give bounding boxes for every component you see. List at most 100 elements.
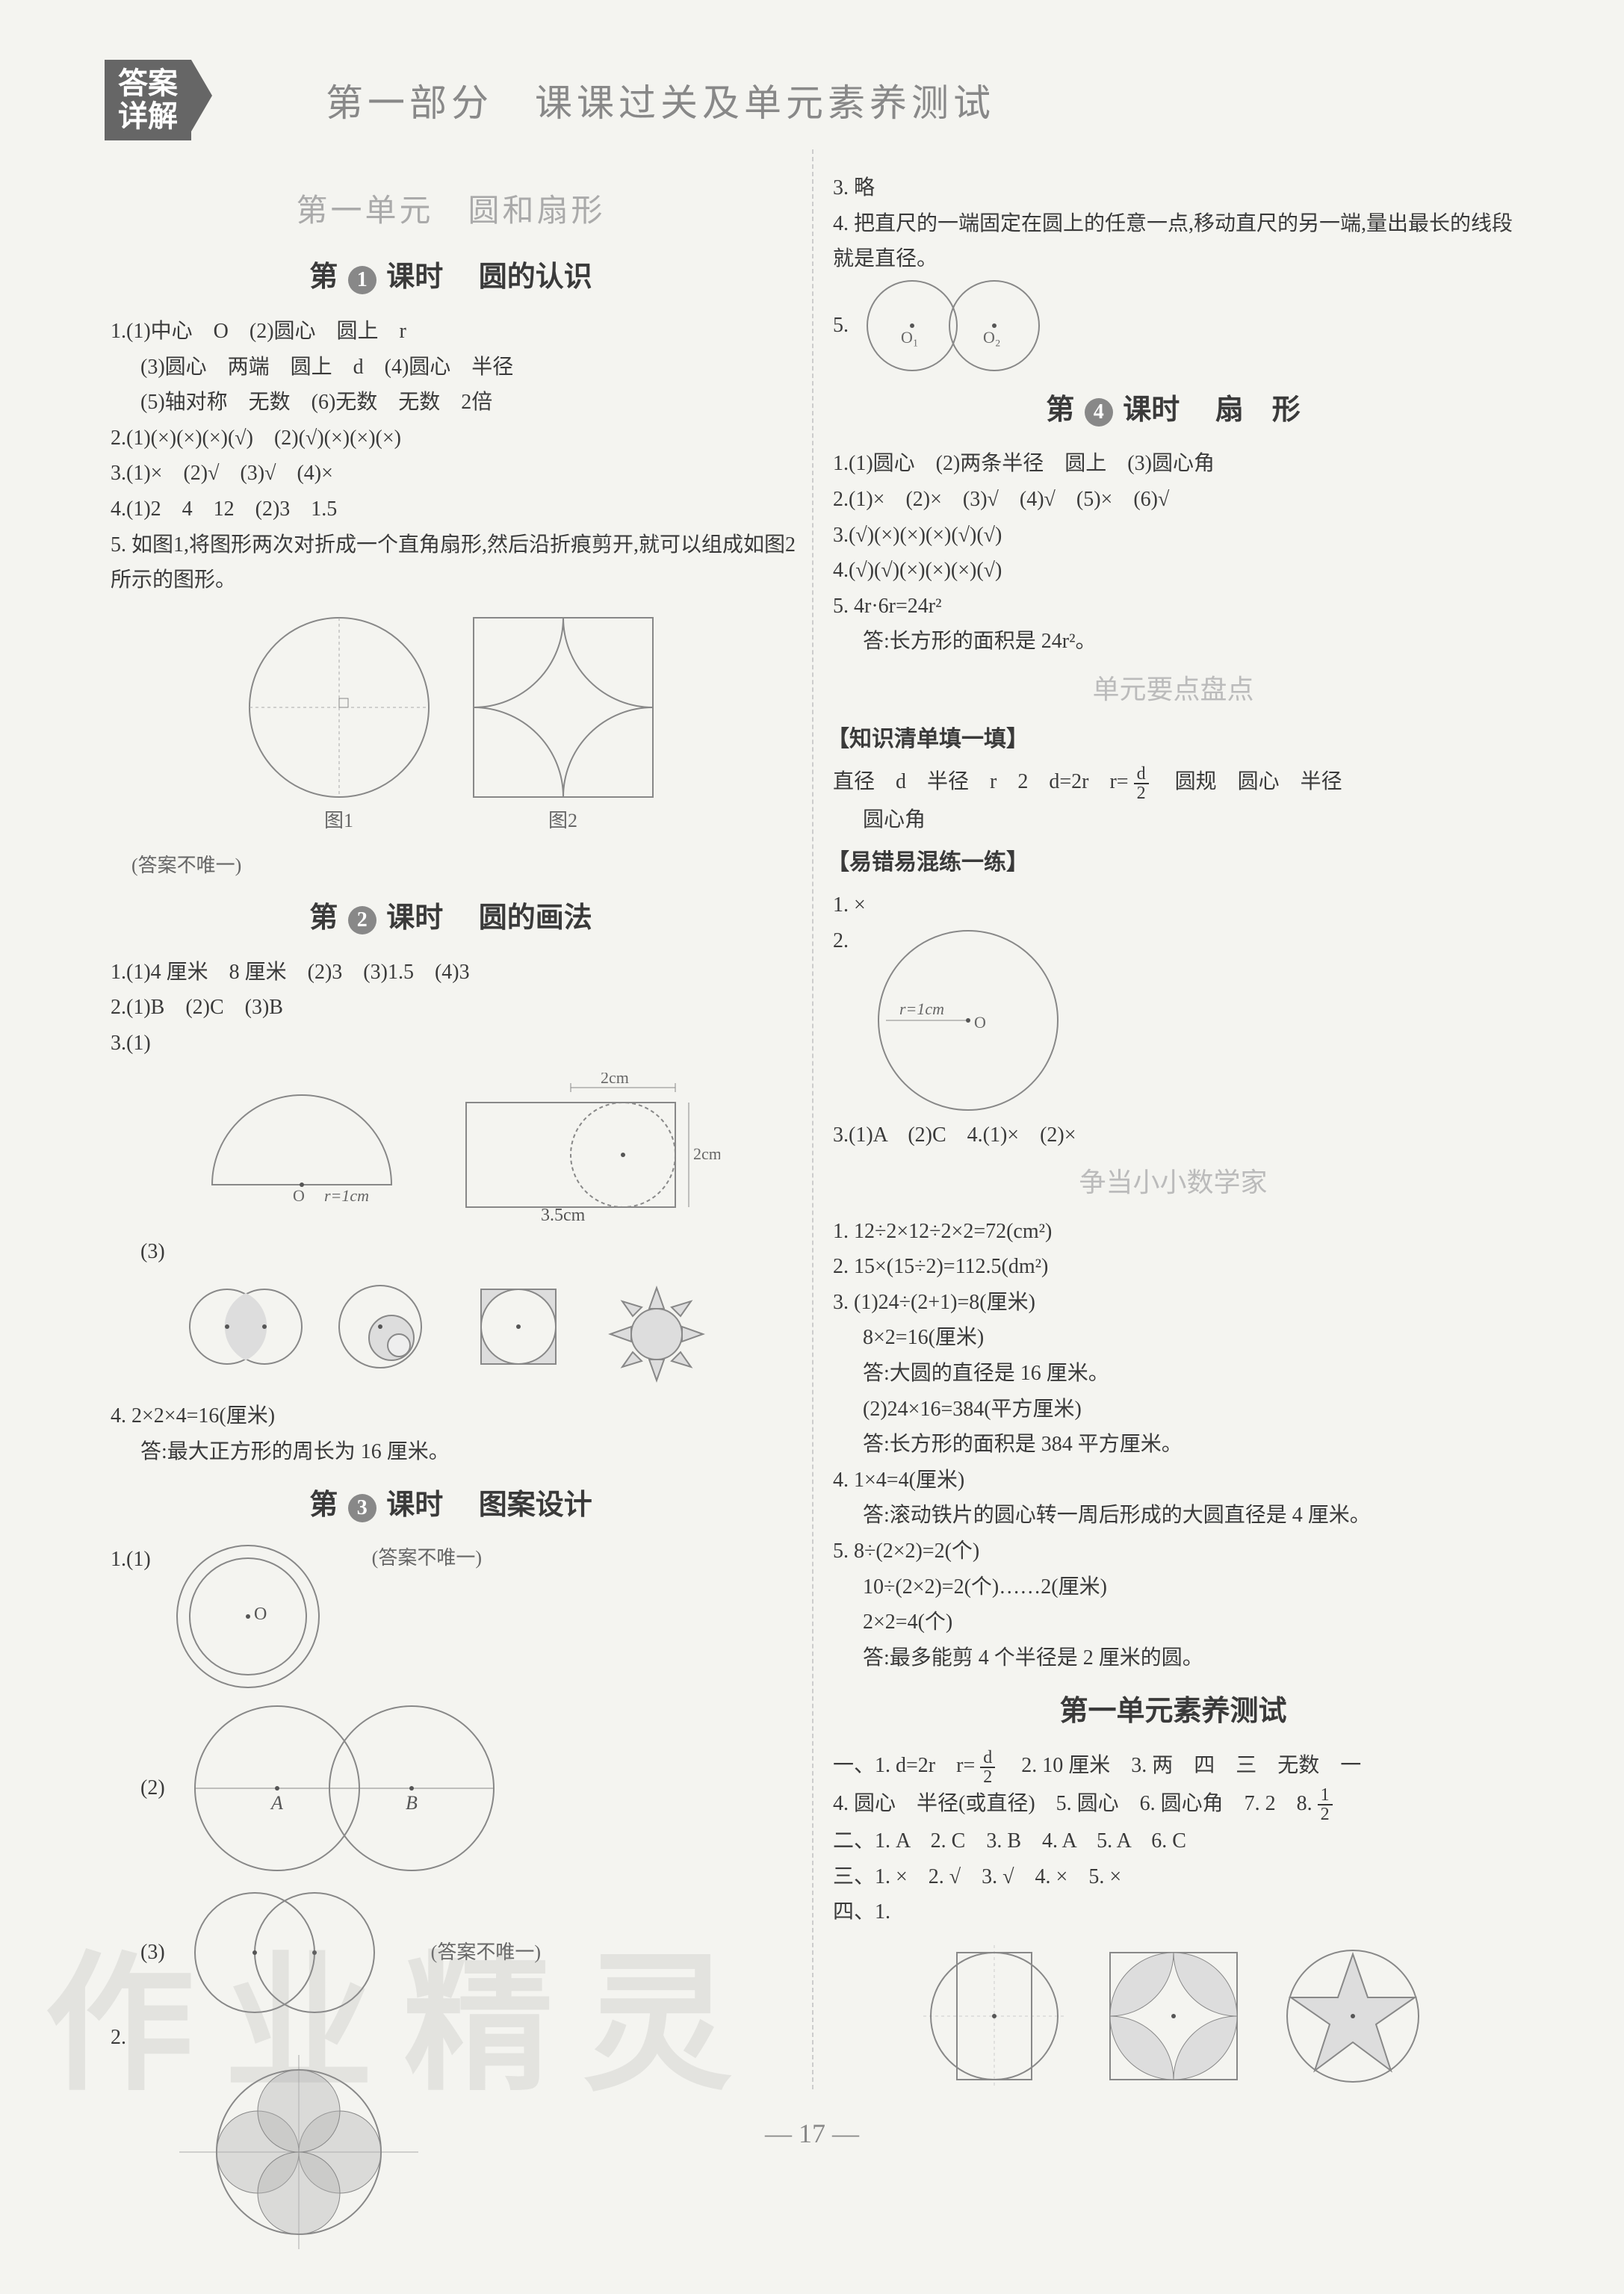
l2-1: 1.(1)4 厘米 8 厘米 (2)3 (3)1.5 (4)3 bbox=[111, 955, 797, 991]
rect-circle-svg: 2cm 2cm 3.5cm bbox=[451, 1073, 720, 1222]
t-s2: 四、1. bbox=[833, 1894, 1519, 1930]
k6: 2. bbox=[833, 923, 849, 959]
l2-3: 3.(1) bbox=[111, 1026, 797, 1061]
l2-suf: 圆的画法 bbox=[479, 902, 592, 934]
l2-3c: (3) bbox=[140, 1234, 797, 1270]
shape3-svg bbox=[1282, 1945, 1424, 2087]
l1-pre: 第 bbox=[309, 261, 338, 293]
m13: 答:最多能剪 4 个半径是 2 厘米的圆。 bbox=[863, 1640, 1519, 1676]
math-title: 争当小小数学家 bbox=[827, 1160, 1519, 1206]
semicircle-svg: O r=1cm bbox=[182, 1073, 421, 1207]
dim-35: 3.5cm bbox=[541, 1206, 586, 1222]
m10: 5. 8÷(2×2)=2(个) bbox=[833, 1534, 1519, 1569]
m5: 答:大圆的直径是 16 厘米。 bbox=[863, 1356, 1519, 1392]
l1-7: 5. 如图1,将图形两次对折成一个直角扇形,然后沿折痕剪开,就可以组成如图2所示… bbox=[111, 527, 797, 598]
lesson1-figures: 图1 图2 bbox=[105, 610, 797, 837]
fig1-label: 图1 bbox=[242, 805, 436, 837]
l2-5: 答:最大正方形的周长为 16 厘米。 bbox=[140, 1434, 797, 1470]
dim-2cm-top: 2cm bbox=[601, 1073, 629, 1087]
frac-d2: d2 bbox=[1134, 765, 1149, 802]
m1: 1. 12÷2×12÷2×2=72(cm²) bbox=[833, 1214, 1519, 1250]
l3-pre: 第 bbox=[309, 1489, 338, 1521]
k3: 圆心角 bbox=[863, 802, 1519, 838]
l1-mid: 课时 bbox=[386, 261, 443, 293]
y2a: 4. 圆心 半径(或直径) 5. 圆心 6. 圆心角 7. 2 8. bbox=[833, 1792, 1312, 1815]
l1-note: (答案不唯一) bbox=[131, 849, 797, 882]
k2: 直径 d 半径 r 2 d=2r r= d2 圆规 圆心 半径 bbox=[833, 764, 1519, 802]
m9: 答:滚动铁片的圆心转一周后形成的大圆直径是 4 厘米。 bbox=[863, 1498, 1519, 1534]
lesson2-title: 第 2 课时 圆的画法 bbox=[105, 894, 797, 943]
l2-2: 2.(1)B (2)C (3)B bbox=[111, 990, 797, 1026]
l3-note3: (答案不唯一) bbox=[431, 1936, 541, 1969]
t-y1: 一、1. d=2r r= d2 2. 10 厘米 3. 两 四 三 无数 一 bbox=[833, 1748, 1519, 1786]
l2-mid: 课时 bbox=[386, 902, 443, 934]
l3-4: 2. bbox=[111, 2020, 797, 2056]
lesson2-figs-b bbox=[105, 1282, 797, 1386]
fig1-wrap: 图1 bbox=[242, 610, 436, 837]
svg-text:O: O bbox=[254, 1605, 267, 1624]
l4-mid: 课时 bbox=[1123, 394, 1180, 426]
lesson3-title: 第 3 课时 图案设计 bbox=[105, 1481, 797, 1530]
header: 答案 详解 第一部分 课课过关及单元素养测试 bbox=[105, 60, 1519, 140]
t-y2: 4. 圆心 半径(或直径) 5. 圆心 6. 圆心角 7. 2 8. 12 bbox=[833, 1786, 1519, 1824]
dim-2cm-side: 2cm bbox=[693, 1144, 720, 1163]
badge-line2: 详解 bbox=[118, 100, 178, 133]
l1-2: (3)圆心 两端 圆上 d (4)圆心 半径 bbox=[140, 350, 797, 385]
shape1-svg bbox=[923, 1945, 1065, 2087]
square-circle-svg bbox=[470, 1282, 567, 1371]
lesson1-title: 第 1 课时 圆的认识 bbox=[105, 253, 797, 302]
k2a: 直径 d 半径 r 2 d=2r r= bbox=[833, 770, 1129, 793]
badge-line1: 答案 bbox=[118, 67, 178, 100]
l3-mid: 课时 bbox=[386, 1489, 443, 1521]
frac-12: 12 bbox=[1318, 1786, 1333, 1823]
m2: 2. 15×(15÷2)=112.5(dm²) bbox=[833, 1249, 1519, 1285]
k4: 【易错易混练一练】 bbox=[827, 843, 1519, 881]
fig2-label: 图2 bbox=[466, 805, 660, 837]
m4: 8×2=16(厘米) bbox=[863, 1320, 1519, 1356]
nested-circles-svg bbox=[335, 1282, 440, 1371]
lab-b: B bbox=[406, 1792, 418, 1814]
r4-2: 2.(1)× (2)× (3)√ (4)√ (5)× (6)√ bbox=[833, 482, 1519, 518]
fig2-wrap: 图2 bbox=[466, 610, 660, 837]
sun-svg bbox=[597, 1282, 716, 1386]
two-circles-svg: A B bbox=[187, 1699, 501, 1878]
r-label: r=1cm bbox=[324, 1186, 369, 1205]
shape2-svg bbox=[1103, 1945, 1245, 2087]
lesson4-title: 第 4 课时 扇 形 bbox=[827, 386, 1519, 435]
k1: 【知识清单填一填】 bbox=[827, 720, 1519, 758]
m8: 4. 1×4=4(厘米) bbox=[833, 1463, 1519, 1498]
two-circles2-svg bbox=[187, 1885, 382, 2020]
review-title: 单元要点盘点 bbox=[827, 667, 1519, 713]
page: 答案 详解 第一部分 课课过关及单元素养测试 第一单元 圆和扇形 第 1 课时 … bbox=[0, 0, 1624, 2294]
l1-5: 3.(1)× (2)√ (3)√ (4)× bbox=[111, 456, 797, 492]
r-4: 4. 把直尺的一端固定在圆上的任意一点,移动直尺的另一端,量出最长的线段就是直径… bbox=[833, 206, 1519, 277]
l4-suf: 扇 形 bbox=[1215, 394, 1301, 426]
test-shapes bbox=[827, 1945, 1519, 2087]
lesson2-figs-a: O r=1cm 2cm 2cm 3.5cm bbox=[105, 1073, 797, 1222]
r1-lab: r=1cm bbox=[899, 999, 944, 1018]
l2-num: 2 bbox=[348, 906, 376, 934]
l2-4: 4. 2×2×4=16(厘米) bbox=[111, 1398, 797, 1434]
m3: 3. (1)24÷(2+1)=8(厘米) bbox=[833, 1285, 1519, 1321]
m12: 2×2=4(个) bbox=[863, 1605, 1519, 1640]
r4-1: 1.(1)圆心 (2)两条半径 圆上 (3)圆心角 bbox=[833, 446, 1519, 482]
o2: O₂ bbox=[983, 328, 1001, 347]
r4-4: 4.(√)(√)(×)(×)(×)(√) bbox=[833, 553, 1519, 589]
answer-badge: 答案 详解 bbox=[105, 60, 191, 140]
r-3: 3. 略 bbox=[833, 170, 1519, 206]
l4-num: 4 bbox=[1085, 398, 1113, 427]
flower-svg bbox=[179, 2055, 418, 2249]
t-e1: 二、1. A 2. C 3. B 4. A 5. A 6. C bbox=[833, 1823, 1519, 1859]
l1-suf: 圆的认识 bbox=[479, 261, 592, 293]
m11: 10÷(2×2)=2(个)……2(厘米) bbox=[863, 1569, 1519, 1605]
y1a: 一、1. d=2r r= bbox=[833, 1754, 975, 1777]
o1: O₁ bbox=[901, 328, 919, 347]
page-number: 17 bbox=[765, 2118, 859, 2149]
test-title: 第一单元素养测试 bbox=[827, 1687, 1519, 1736]
l1-6: 4.(1)2 4 12 (2)3 1.5 bbox=[111, 492, 797, 527]
l3-3: (3) bbox=[140, 1935, 165, 1971]
column-divider bbox=[812, 149, 813, 2089]
l3-num: 3 bbox=[348, 1494, 376, 1522]
r4-5: 5. 4r·6r=24r² bbox=[833, 589, 1519, 624]
l4-pre: 第 bbox=[1046, 394, 1074, 426]
